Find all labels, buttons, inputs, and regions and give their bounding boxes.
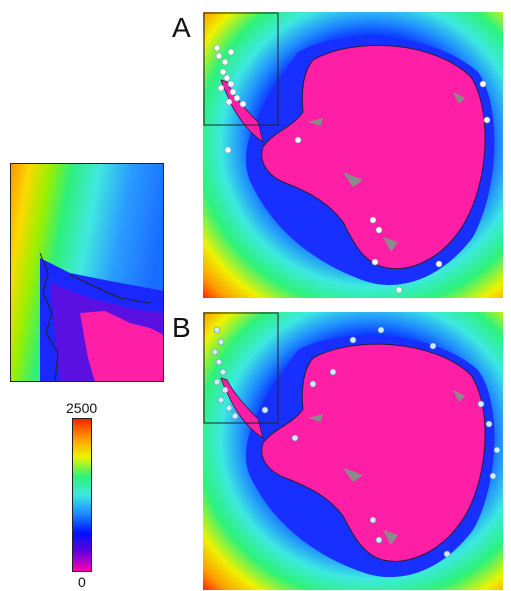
inset-extent-box-b: [203, 312, 279, 424]
panel-label-a: A: [172, 12, 191, 43]
inset-extent-box-a: [203, 12, 279, 126]
colorbar: [72, 418, 92, 572]
map-panel-a: [203, 12, 503, 298]
observation-markers-a: [213, 44, 491, 294]
inset-land: [80, 311, 164, 382]
colorbar-min-label: 0: [78, 574, 86, 590]
antarctica-landmass-a: [261, 44, 486, 270]
colorbar-max-label: 2500: [66, 400, 98, 416]
observation-markers-b: [211, 326, 501, 558]
inset-map: [10, 163, 164, 382]
panel-label-b: B: [172, 312, 191, 343]
map-panel-b: [203, 312, 503, 590]
inset-coastline: [39, 252, 151, 382]
antarctica-landmass-b: [261, 343, 486, 562]
